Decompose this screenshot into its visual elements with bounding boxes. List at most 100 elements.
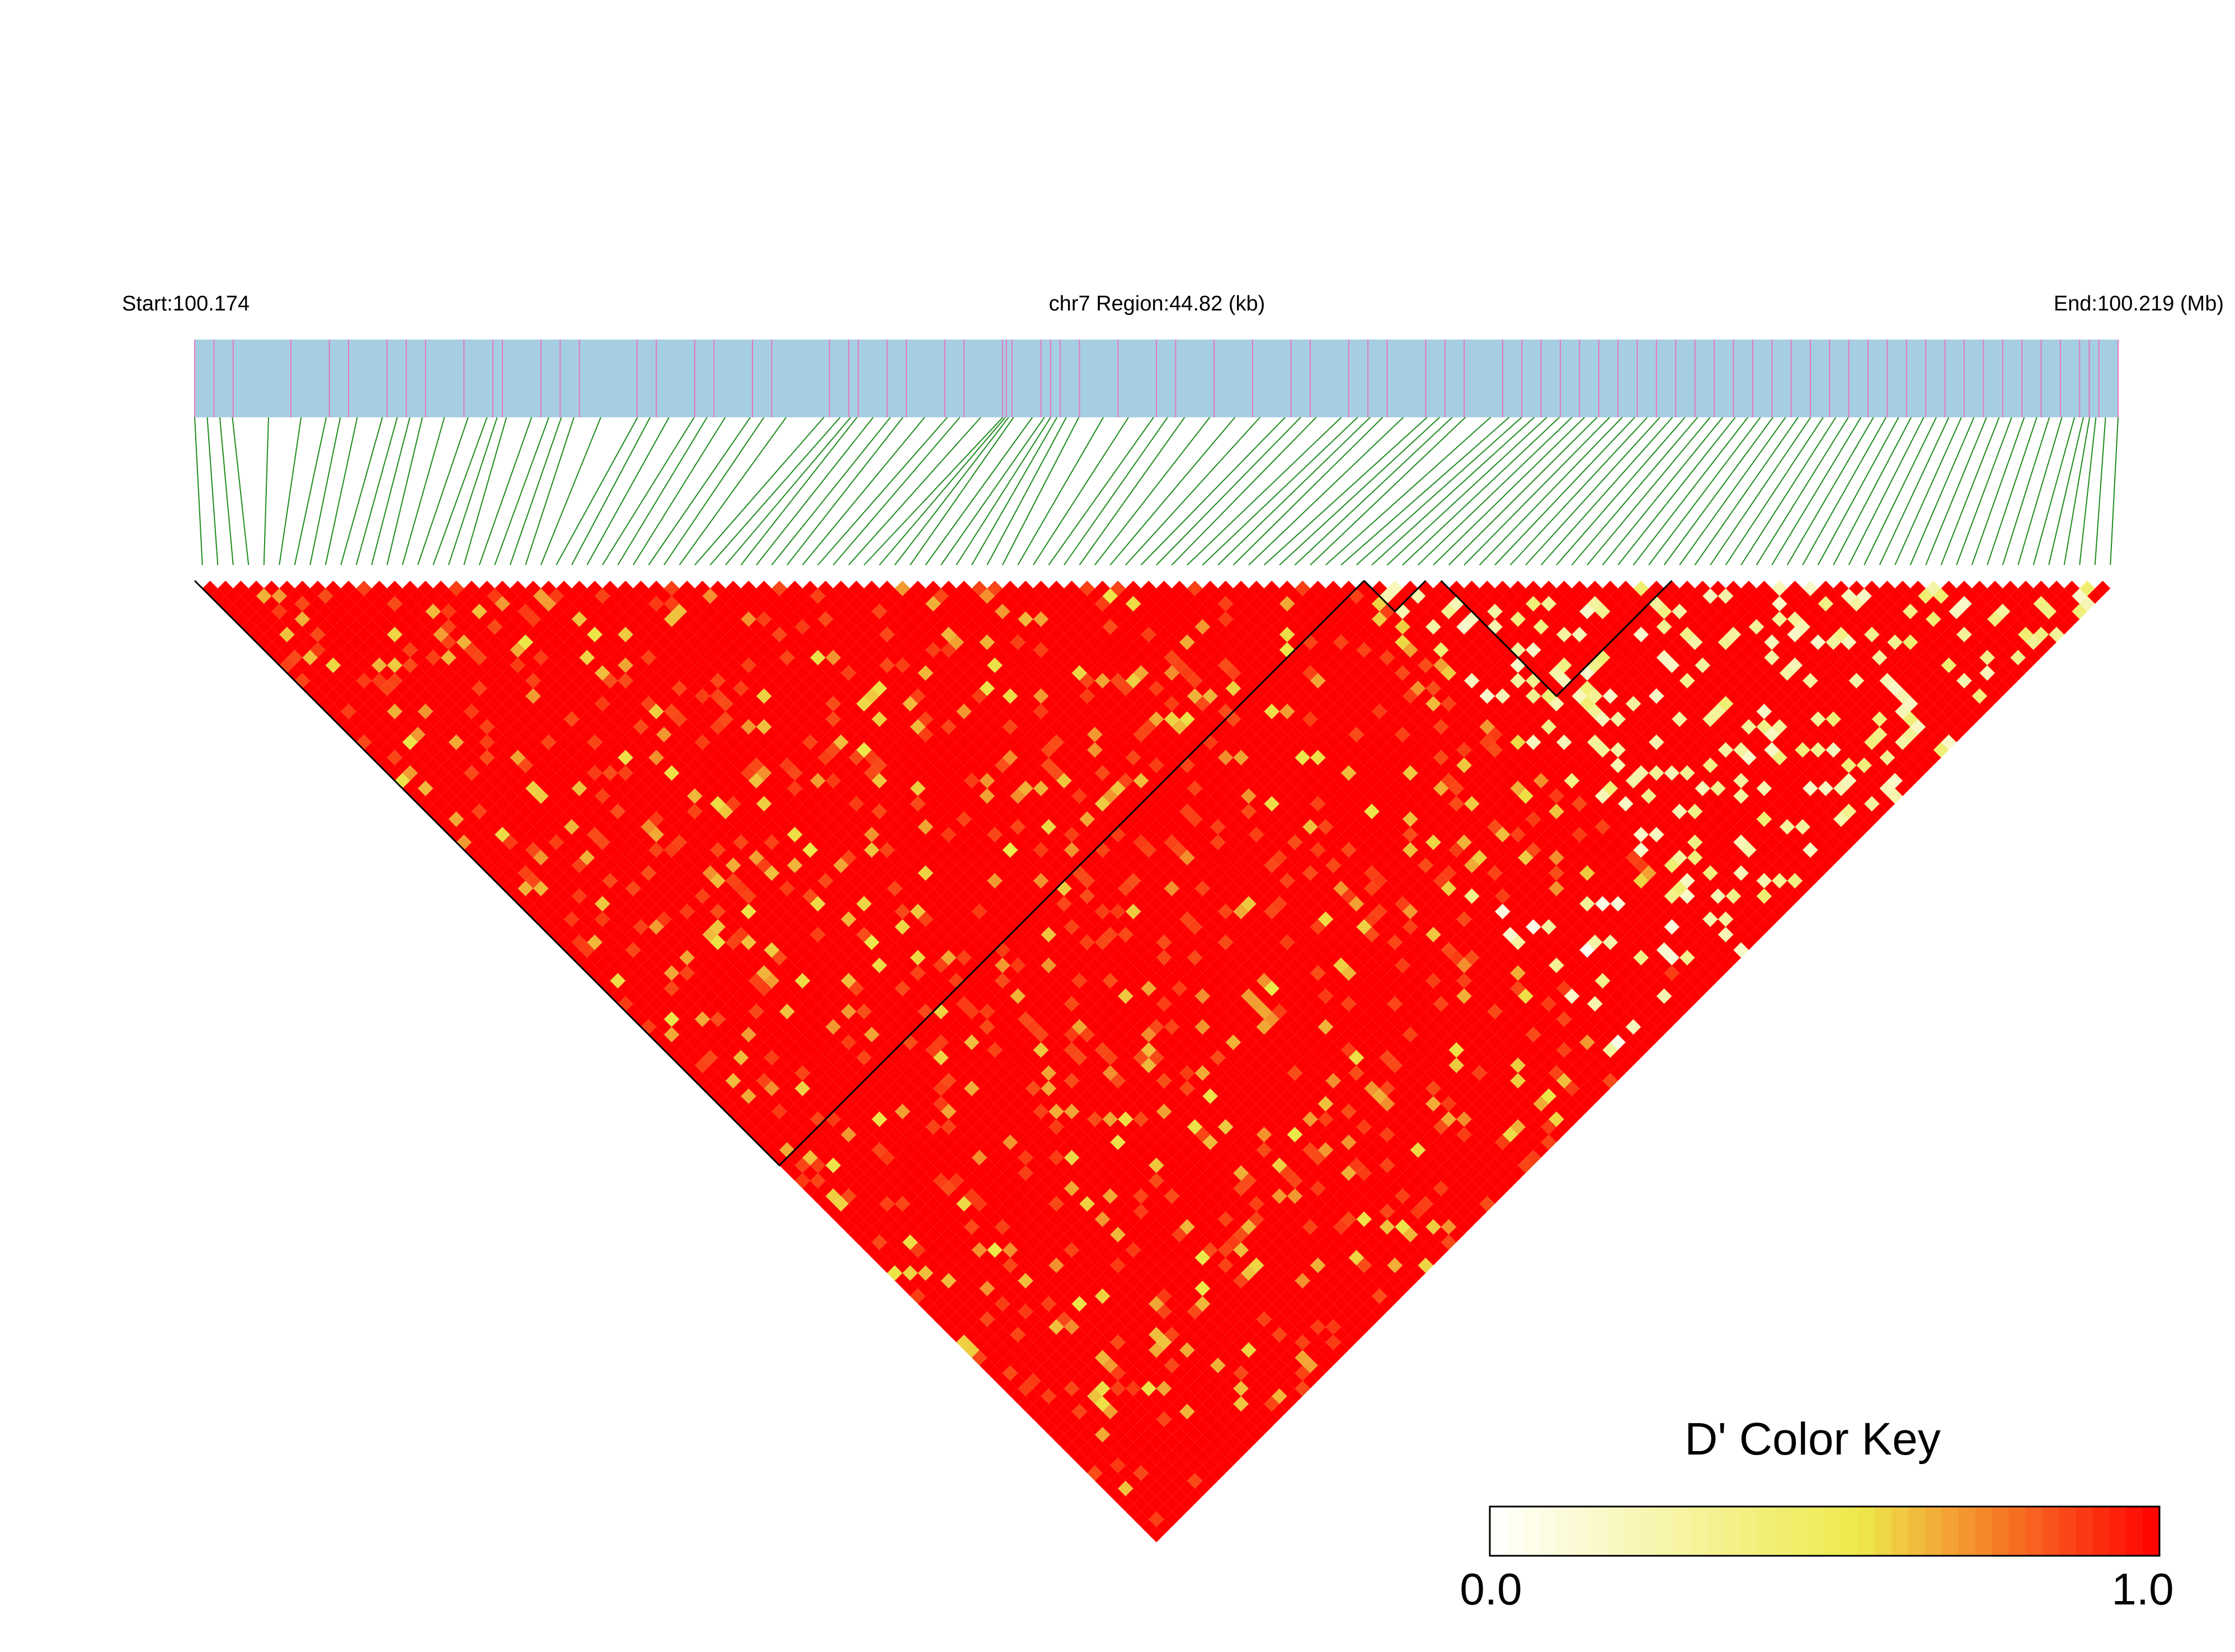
- ld-cell: [971, 642, 987, 658]
- snp-connector: [1325, 417, 1491, 566]
- ld-cell: [356, 673, 372, 689]
- ld-cell: [1133, 1449, 1149, 1466]
- ld-cell: [1094, 903, 1111, 920]
- ld-cell: [379, 604, 395, 619]
- ld-cell: [1071, 1065, 1088, 1081]
- ld-cell: [356, 642, 372, 658]
- ld-cell: [856, 803, 872, 820]
- ld-cell: [718, 865, 733, 881]
- ld-cell: [548, 742, 564, 758]
- ld-cell: [725, 581, 741, 596]
- ld-cell: [595, 665, 610, 681]
- ld-cell: [933, 1173, 949, 1189]
- ld-cell: [794, 911, 811, 927]
- ld-cell: [1249, 1150, 1264, 1166]
- ld-cell: [817, 581, 834, 596]
- ld-cell: [417, 704, 434, 719]
- ld-cell: [1249, 1227, 1264, 1242]
- ld-cell: [633, 981, 649, 996]
- ld-cell: [417, 719, 434, 735]
- ld-cell: [1118, 834, 1133, 850]
- ld-cell: [1033, 965, 1049, 981]
- ld-cell: [1479, 1196, 1495, 1212]
- ld-cell: [794, 1049, 811, 1066]
- ld-cell: [756, 827, 772, 843]
- ld-cell: [971, 1211, 987, 1227]
- ld-cell: [1056, 834, 1072, 850]
- snp-connector: [863, 417, 1004, 566]
- ld-cell: [294, 627, 310, 643]
- ld-cell: [833, 750, 849, 766]
- ld-cell: [1164, 1311, 1180, 1327]
- ld-cell: [856, 834, 872, 850]
- ld-cell: [517, 619, 534, 635]
- ld-cell: [895, 735, 910, 750]
- ld-cell: [1033, 842, 1049, 858]
- ld-cell: [671, 988, 688, 1004]
- ld-cell: [656, 757, 672, 773]
- ld-cell: [1018, 1042, 1033, 1058]
- ld-cell: [856, 696, 872, 712]
- ld-cell: [956, 1211, 972, 1227]
- ld-cell: [872, 1188, 887, 1204]
- ld-cell: [756, 950, 772, 966]
- ld-cell: [833, 765, 849, 781]
- ld-cell: [971, 780, 987, 797]
- ld-cell: [1056, 1080, 1072, 1096]
- ld-cell: [1118, 942, 1133, 958]
- ld-cell: [595, 649, 610, 666]
- ld-cell: [241, 619, 257, 635]
- ld-cell: [1249, 1119, 1264, 1135]
- ld-cell: [956, 1088, 972, 1104]
- ld-cell: [1249, 1365, 1264, 1381]
- ld-cell: [917, 727, 934, 742]
- ld-cell: [1056, 1157, 1072, 1173]
- ld-cell: [1202, 1396, 1218, 1412]
- ld-cell: [1018, 1258, 1033, 1273]
- ld-cell: [571, 873, 587, 889]
- ld-cell: [633, 950, 649, 966]
- ld-cell: [917, 757, 934, 773]
- ld-cell: [1202, 1196, 1218, 1212]
- ld-cell: [487, 680, 503, 696]
- ld-cell: [1164, 1404, 1180, 1419]
- ld-cell: [1018, 719, 1033, 735]
- ld-cell: [1164, 1049, 1180, 1066]
- ld-cell: [817, 735, 834, 750]
- ld-cell: [917, 1203, 934, 1220]
- ld-cell: [1018, 1119, 1033, 1135]
- ld-cell: [556, 827, 572, 843]
- ld-cell: [1018, 873, 1033, 889]
- ld-cell: [1133, 788, 1149, 804]
- ld-cell: [895, 965, 910, 981]
- ld-cell: [771, 765, 787, 781]
- ld-cell: [771, 1042, 787, 1058]
- ld-cell: [479, 688, 495, 704]
- ld-cell: [833, 1135, 849, 1150]
- ld-cell: [817, 719, 834, 735]
- ld-cell: [1287, 1065, 1303, 1081]
- ld-cell: [379, 711, 395, 727]
- ld-cell: [895, 596, 910, 612]
- ld-cell: [318, 619, 333, 635]
- ld-cell: [1056, 742, 1072, 758]
- ld-cell: [394, 696, 411, 712]
- ld-cell: [1249, 1135, 1264, 1150]
- ld-cell: [971, 1196, 987, 1212]
- ld-cell: [1202, 1258, 1218, 1273]
- ld-cell: [448, 796, 464, 812]
- ld-cell: [756, 780, 772, 797]
- ld-cell: [595, 696, 610, 712]
- ld-cell: [1056, 1065, 1072, 1081]
- ld-cell: [1164, 1296, 1180, 1312]
- ld-cell: [479, 827, 495, 843]
- ld-cell: [872, 696, 887, 712]
- ld-cell: [571, 842, 587, 858]
- ld-cell: [1364, 1080, 1380, 1096]
- ld-cell: [995, 1281, 1010, 1296]
- ld-cell: [1094, 1427, 1111, 1443]
- ld-cell: [1133, 1465, 1149, 1481]
- ld-cell: [1056, 803, 1072, 820]
- ld-cell: [833, 827, 849, 843]
- ld-cell: [487, 727, 503, 742]
